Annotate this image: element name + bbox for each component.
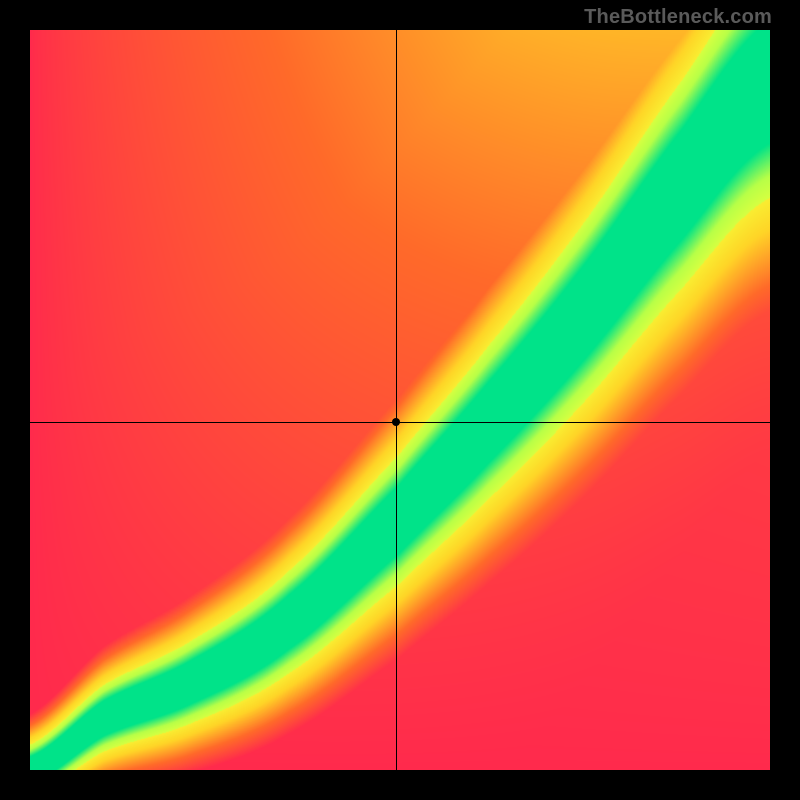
bottleneck-heatmap: [30, 30, 770, 770]
watermark-text: TheBottleneck.com: [584, 6, 772, 29]
crosshair-vertical: [396, 30, 397, 770]
chart-frame: { "watermark": { "text": "TheBottleneck.…: [0, 0, 800, 800]
